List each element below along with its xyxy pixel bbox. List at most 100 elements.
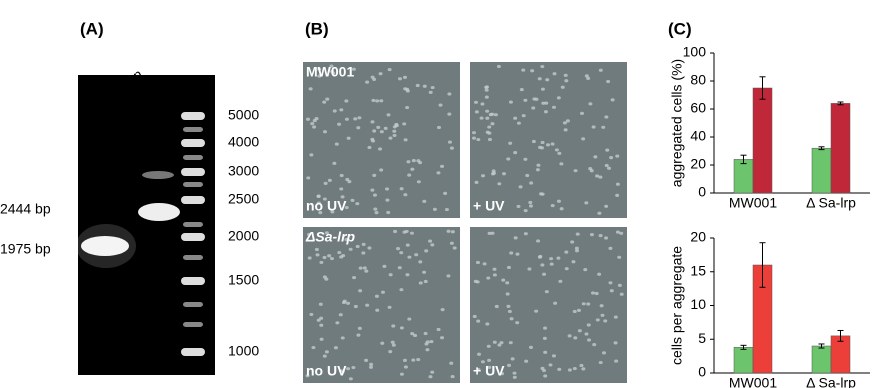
cell: [341, 254, 345, 257]
bar: [812, 148, 831, 193]
cell: [451, 230, 455, 233]
cell: [502, 172, 506, 175]
cell: [530, 69, 534, 72]
cell: [531, 106, 535, 109]
cell: [601, 126, 605, 129]
cell: [319, 261, 323, 264]
y-tick-label: 0: [698, 184, 706, 200]
cell: [617, 256, 621, 259]
cell: [382, 265, 386, 268]
panel-label: (C): [668, 19, 692, 38]
cell: [542, 273, 546, 276]
ladder-band: [181, 168, 205, 176]
cell: [356, 334, 360, 337]
cell: [600, 304, 604, 307]
cell: [545, 290, 549, 293]
cell: [429, 340, 433, 343]
cell: [509, 100, 513, 103]
cell: [372, 174, 376, 177]
cell: [484, 86, 488, 89]
cell: [306, 118, 310, 121]
cell: [579, 364, 583, 367]
cell: [396, 247, 400, 250]
cell: [410, 168, 414, 171]
cell: [497, 343, 501, 346]
y-tick-label: 0: [698, 364, 706, 380]
cell: [349, 377, 353, 380]
cell: [590, 233, 594, 236]
cell: [592, 125, 596, 128]
cell: [493, 273, 497, 276]
cell: [381, 291, 385, 294]
cell: [371, 76, 375, 79]
cell: [414, 253, 418, 256]
micrograph: [470, 227, 627, 383]
cell: [599, 234, 603, 237]
cell: [474, 101, 478, 104]
cell: [602, 351, 606, 354]
cell: [356, 126, 360, 129]
cell: [604, 115, 608, 118]
ladder-band: [183, 127, 203, 132]
cell: [323, 130, 327, 133]
cell: [398, 77, 402, 80]
cell: [487, 125, 491, 128]
cell: [375, 99, 379, 102]
ladder-band: [181, 348, 205, 356]
cell: [565, 267, 569, 270]
cell: [493, 341, 497, 344]
cell: [325, 98, 329, 101]
cell: [357, 116, 361, 119]
cell: [311, 346, 315, 349]
cell: [323, 275, 327, 278]
bar: [831, 103, 850, 193]
cell: [524, 360, 528, 363]
cell: [486, 276, 490, 279]
cell: [393, 230, 397, 233]
cell: [528, 201, 532, 204]
cell: [312, 125, 316, 128]
cell: [620, 293, 624, 296]
cell: [342, 301, 346, 304]
cell: [573, 336, 577, 339]
cell: [447, 92, 451, 95]
cell: [346, 302, 350, 305]
cell: [443, 192, 447, 195]
cell: [411, 358, 415, 361]
cell: [564, 74, 568, 77]
image-label: + UV: [473, 363, 505, 379]
cell: [376, 126, 380, 129]
cell: [379, 72, 383, 75]
cell: [480, 102, 484, 105]
cell: [485, 322, 489, 325]
cell: [433, 208, 437, 211]
cell: [319, 303, 323, 306]
cell: [370, 120, 374, 123]
cell: [407, 317, 411, 320]
y-tick-label: 5: [698, 330, 706, 346]
cell: [416, 159, 420, 162]
cell: [615, 155, 619, 158]
cell: [410, 232, 414, 235]
cell: [545, 78, 549, 81]
ladder-band: [181, 139, 205, 147]
image-label: no UV: [306, 198, 347, 214]
cell: [405, 230, 409, 233]
cell: [347, 137, 351, 140]
cell: [424, 280, 428, 283]
cell: [568, 368, 572, 371]
cell: [365, 81, 369, 84]
cell: [605, 164, 609, 167]
cell: [403, 76, 407, 79]
cell: [557, 96, 561, 99]
cell: [497, 65, 501, 68]
cell: [488, 138, 492, 141]
cell: [577, 309, 581, 312]
cell: [524, 232, 528, 235]
micrograph: [303, 62, 460, 218]
cell: [337, 123, 341, 126]
cell: [375, 309, 379, 312]
cell: [403, 193, 407, 196]
cell: [584, 332, 588, 335]
cell: [509, 251, 513, 254]
